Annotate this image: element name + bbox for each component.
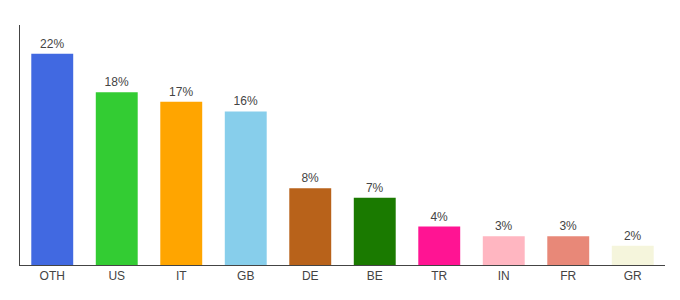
svg-text:BE: BE — [367, 269, 383, 283]
svg-text:2%: 2% — [624, 229, 642, 243]
svg-text:GB: GB — [237, 269, 254, 283]
svg-text:TR: TR — [431, 269, 447, 283]
svg-text:IT: IT — [176, 269, 187, 283]
svg-text:OTH: OTH — [40, 269, 65, 283]
svg-text:FR: FR — [560, 269, 576, 283]
svg-text:22%: 22% — [40, 37, 64, 51]
svg-text:3%: 3% — [559, 219, 577, 233]
svg-text:17%: 17% — [169, 85, 193, 99]
svg-text:3%: 3% — [495, 219, 513, 233]
svg-text:US: US — [108, 269, 125, 283]
svg-text:18%: 18% — [105, 75, 129, 89]
svg-text:7%: 7% — [366, 181, 384, 195]
svg-text:DE: DE — [302, 269, 319, 283]
svg-text:16%: 16% — [234, 94, 258, 108]
svg-text:4%: 4% — [430, 210, 448, 224]
svg-text:8%: 8% — [301, 171, 319, 185]
svg-text:GR: GR — [624, 269, 642, 283]
svg-text:IN: IN — [498, 269, 510, 283]
